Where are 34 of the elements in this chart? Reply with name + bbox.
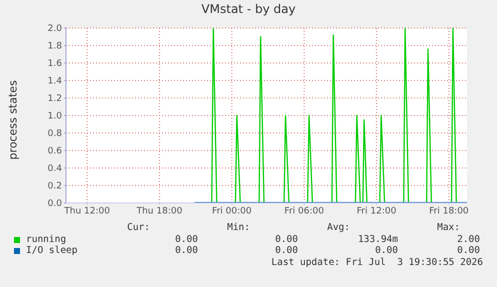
text: 0.00 [174, 234, 198, 245]
y-tick-label: 1.0 [48, 112, 62, 122]
y-tick-label: 1.6 [48, 59, 62, 70]
y-tick-label: 0.4 [48, 164, 62, 174]
x-tick-label: Fri 12:00 [356, 206, 397, 216]
legend-label: I/O sleep [26, 245, 78, 256]
text: 0.00 [274, 234, 298, 245]
text: 133.94m [356, 234, 398, 245]
y-tick-label: 1.2 [48, 94, 62, 104]
legend-label: running [26, 234, 66, 245]
x-tick-label: Thu 12:00 [63, 206, 110, 216]
text: 0.00 [274, 245, 298, 256]
text: 0.00 [456, 245, 480, 256]
y-tick-label: 0.0 [48, 199, 62, 210]
x-tick-label: Fri 06:00 [284, 206, 324, 216]
text: Min: [226, 222, 250, 233]
text: 2.00 [456, 234, 480, 245]
y-tick-label: 0.8 [48, 129, 62, 140]
y-tick-label: 0.6 [48, 146, 62, 157]
chart-title: VMstat - by day [200, 2, 297, 16]
x-tick-label: Thu 18:00 [136, 206, 183, 216]
text: Avg: [326, 222, 350, 233]
text: Last update: Fri Jul 3 19:30:55 2026 [270, 257, 483, 268]
y-axis-title: process states [6, 80, 20, 160]
y-tick-label: 1.8 [48, 42, 62, 52]
x-tick-label: Fri 00:00 [212, 206, 252, 216]
y-tick-label: 2.0 [48, 24, 62, 34]
text: 0.00 [174, 245, 198, 256]
text: Max: [436, 222, 460, 233]
x-tick-label: Fri 18:00 [429, 206, 469, 216]
y-tick-label: 1.4 [48, 76, 62, 87]
text: Cur: [126, 222, 150, 233]
y-tick-label: 0.2 [48, 182, 62, 192]
text: 0.00 [374, 245, 398, 256]
